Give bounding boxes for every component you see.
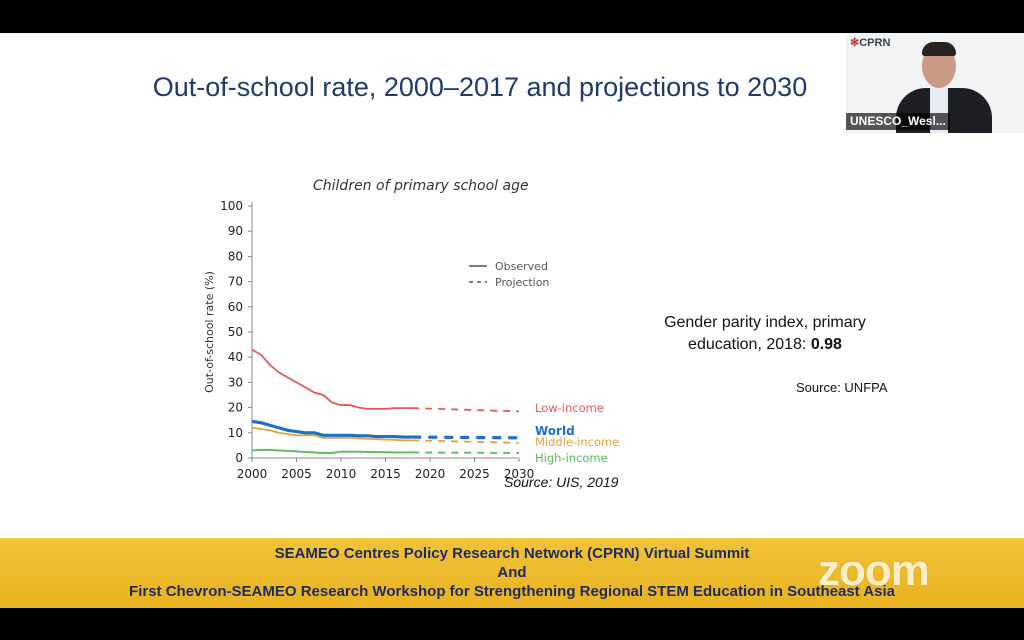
window-top-bar bbox=[0, 0, 1024, 33]
cprn-star-icon: ✻ bbox=[850, 37, 860, 49]
banner-line-2: And bbox=[497, 564, 527, 581]
gender-parity-text: Gender parity index, primary education, … bbox=[630, 312, 900, 356]
gpi-source: Source: UNFPA bbox=[796, 380, 888, 395]
chart-title: Children of primary school age bbox=[313, 178, 529, 194]
y-tick-label: 0 bbox=[235, 451, 243, 465]
series-low-income-observed bbox=[251, 348, 413, 410]
y-tick-label: 70 bbox=[228, 275, 243, 289]
series-label-high-income: High-income bbox=[535, 451, 608, 465]
y-tick-label: 50 bbox=[228, 325, 243, 339]
participant-name: UNESCO_Wesl... bbox=[846, 113, 950, 130]
y-tick-label: 60 bbox=[228, 300, 243, 314]
series-label-middle-income: Middle-income bbox=[535, 435, 619, 449]
chart-svg: Children of primary school age0102030405… bbox=[203, 178, 619, 481]
window-bottom-bar bbox=[0, 608, 1024, 640]
slide-title: Out-of-school rate, 2000–2017 and projec… bbox=[152, 72, 808, 102]
gpi-value: 0.98 bbox=[810, 336, 842, 353]
series-label-low-income: Low-income bbox=[535, 401, 604, 415]
series-label-world: World bbox=[535, 424, 575, 438]
zoom-logo: zoom bbox=[818, 546, 930, 595]
series-world-projection bbox=[412, 435, 520, 440]
x-tick-label: 2010 bbox=[326, 467, 357, 481]
series-high-income-projection bbox=[412, 451, 520, 454]
event-banner: SEAMEO Centres Policy Research Network (… bbox=[0, 538, 1024, 608]
banner-line-1: SEAMEO Centres Policy Research Network (… bbox=[274, 545, 750, 562]
series-world-observed bbox=[251, 419, 413, 439]
y-tick-label: 10 bbox=[228, 426, 243, 440]
x-tick-label: 2025 bbox=[459, 467, 490, 481]
legend-projection-label: Projection bbox=[495, 276, 549, 289]
chart-source: Source: UIS, 2019 bbox=[504, 474, 619, 490]
legend-observed-label: Observed bbox=[495, 260, 548, 273]
cprn-logo-text: CPRN bbox=[859, 37, 891, 49]
out-of-school-chart: Children of primary school age 0 10 20 30 40 5… bbox=[195, 140, 635, 500]
speaker-hair bbox=[922, 42, 956, 56]
y-axis-label: Out-of-school rate (%) bbox=[203, 271, 216, 393]
series-middle-income-projection bbox=[412, 439, 520, 444]
y-tick-label: 40 bbox=[228, 350, 243, 364]
x-tick-label: 2020 bbox=[415, 467, 446, 481]
series-high-income-observed bbox=[251, 449, 413, 454]
y-tick-label: 90 bbox=[228, 224, 243, 238]
series-middle-income-observed bbox=[251, 426, 413, 442]
x-tick-label: 2030 bbox=[504, 467, 535, 481]
cprn-logo: ✻CPRN bbox=[850, 36, 890, 49]
y-tick-label: 100 bbox=[220, 199, 243, 213]
y-tick-label: 20 bbox=[228, 401, 243, 415]
x-tick-label: 2000 bbox=[237, 467, 268, 481]
gpi-label: Gender parity index, primary education, … bbox=[664, 314, 866, 353]
x-tick-label: 2005 bbox=[281, 467, 312, 481]
banner-line-3: First Chevron-SEAMEO Research Workshop f… bbox=[129, 583, 895, 600]
y-tick-label: 80 bbox=[228, 249, 243, 263]
series-low-income-projection bbox=[412, 407, 520, 413]
y-tick-label: 30 bbox=[228, 375, 243, 389]
x-tick-label: 2015 bbox=[370, 467, 401, 481]
